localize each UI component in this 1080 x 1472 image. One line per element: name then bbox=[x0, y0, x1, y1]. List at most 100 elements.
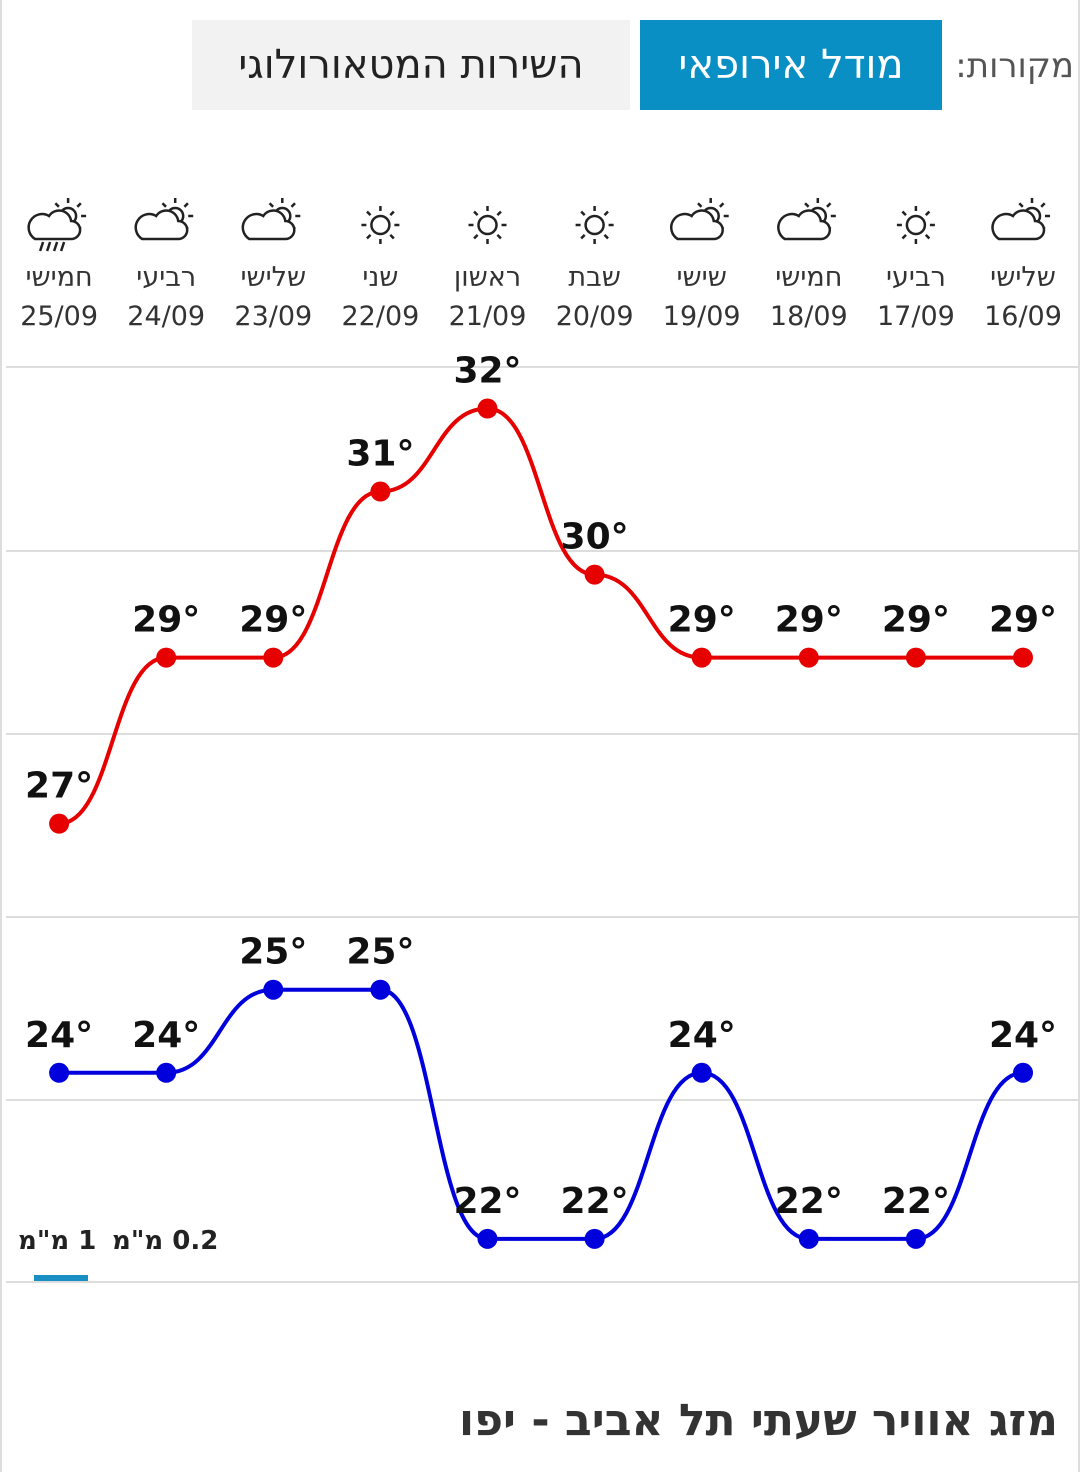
source-tab[interactable]: השירות המטאורולוגי bbox=[192, 20, 630, 110]
temp-label: 22° bbox=[775, 1181, 843, 1222]
chart: שלישי 16/09 רביעי 17/09 חמישי 18/09 שישי 19/09 ש… bbox=[6, 198, 1078, 1283]
weather-icon bbox=[777, 198, 836, 241]
temp-point bbox=[370, 481, 391, 502]
temp-point bbox=[905, 1228, 926, 1249]
day-label: שלישי bbox=[990, 262, 1056, 293]
precip-label: 1 מ"מ bbox=[18, 1226, 97, 1256]
weather-icon bbox=[670, 198, 729, 241]
icon-part bbox=[183, 202, 189, 208]
icon-part bbox=[389, 234, 395, 240]
icon-part bbox=[290, 202, 296, 208]
icon-part bbox=[924, 234, 931, 240]
temp-point bbox=[477, 1228, 498, 1249]
temp-label: 25° bbox=[239, 932, 307, 973]
date-label: 20/09 bbox=[556, 301, 634, 332]
grid-bands bbox=[6, 366, 1078, 1283]
icon-part bbox=[901, 234, 907, 240]
icon-part bbox=[241, 209, 296, 241]
temp-label: 24° bbox=[132, 1015, 200, 1056]
temp-label: 32° bbox=[453, 351, 521, 392]
temp-point bbox=[798, 1228, 819, 1249]
icon-part bbox=[584, 214, 605, 236]
date-label: 24/09 bbox=[127, 301, 205, 332]
day-label: ראשון bbox=[454, 262, 521, 293]
day-label: חמישי bbox=[775, 262, 842, 293]
icon-part bbox=[1040, 202, 1046, 208]
icon-part bbox=[719, 202, 725, 208]
temp-line bbox=[58, 406, 1023, 826]
temp-label: 27° bbox=[25, 766, 93, 807]
temp-point bbox=[691, 647, 712, 668]
icon-part bbox=[38, 241, 45, 252]
icon-part bbox=[924, 210, 931, 216]
weather-icon bbox=[134, 198, 194, 241]
icon-part bbox=[603, 234, 609, 240]
icon-part bbox=[826, 202, 832, 208]
date-label: 22/09 bbox=[341, 301, 419, 332]
icon-part bbox=[366, 234, 372, 240]
icon-part bbox=[1018, 202, 1024, 208]
temp-point bbox=[370, 979, 391, 1000]
icon-part bbox=[54, 202, 60, 208]
date-label: 16/09 bbox=[984, 301, 1062, 332]
weather-icon bbox=[361, 206, 400, 244]
temp-point bbox=[1013, 1062, 1033, 1083]
date-label: 19/09 bbox=[663, 301, 741, 332]
temp-label: 29° bbox=[239, 600, 307, 641]
icon-part bbox=[477, 214, 498, 236]
weather-icon bbox=[468, 206, 507, 244]
icon-part bbox=[366, 210, 372, 216]
date-label: 23/09 bbox=[234, 301, 312, 332]
date-label: 17/09 bbox=[877, 301, 955, 332]
temp-label: 22° bbox=[882, 1181, 950, 1222]
temp-point bbox=[584, 1228, 605, 1249]
weather-icon bbox=[27, 198, 87, 252]
weather-icon bbox=[575, 206, 614, 244]
icon-part bbox=[496, 210, 502, 216]
temp-point bbox=[156, 1062, 177, 1083]
temp-label: 29° bbox=[989, 600, 1057, 641]
temp-label: 31° bbox=[346, 434, 414, 475]
icon-part bbox=[901, 210, 907, 216]
day-label: רביעי bbox=[886, 262, 946, 293]
temp-label: 29° bbox=[882, 600, 950, 641]
temp-label: 29° bbox=[132, 600, 200, 641]
icon-part bbox=[52, 241, 59, 252]
temp-line bbox=[59, 987, 1024, 1241]
day-label: רביעי bbox=[136, 262, 196, 293]
date-label: 21/09 bbox=[449, 301, 527, 332]
icon-part bbox=[389, 210, 395, 216]
temp-point bbox=[905, 647, 926, 668]
temp-label: 25° bbox=[346, 932, 414, 973]
icon-part bbox=[905, 214, 927, 236]
temp-label: 29° bbox=[775, 600, 843, 641]
page-title: מזג אוויר שעתי תל אביב - יפו bbox=[459, 1395, 1058, 1446]
source-tab[interactable]: מודל אירופאי bbox=[640, 20, 942, 110]
sources-label: מקורות: bbox=[955, 46, 1074, 86]
icon-part bbox=[670, 209, 724, 241]
icon-part bbox=[473, 210, 479, 216]
temp-point bbox=[584, 564, 605, 585]
temp-point bbox=[1013, 647, 1033, 668]
day-label: שני bbox=[362, 262, 398, 293]
temp-label: 22° bbox=[561, 1181, 629, 1222]
day-label: שבת bbox=[568, 262, 620, 293]
date-label: 25/09 bbox=[20, 301, 98, 332]
icon-part bbox=[804, 202, 810, 208]
temp-point bbox=[477, 398, 498, 419]
temp-label: 24° bbox=[25, 1015, 93, 1056]
icon-part bbox=[134, 209, 189, 241]
icon-part bbox=[45, 241, 52, 252]
weather-icon bbox=[241, 198, 301, 241]
temp-point bbox=[798, 647, 819, 668]
icon-part bbox=[161, 202, 167, 208]
temp-label: 22° bbox=[453, 1181, 521, 1222]
icon-part bbox=[777, 209, 832, 241]
icon-part bbox=[27, 209, 82, 241]
day-label: חמישי bbox=[26, 262, 93, 293]
temp-point bbox=[263, 647, 284, 668]
date-label: 18/09 bbox=[770, 301, 848, 332]
precip-label: 0.2 מ"מ bbox=[112, 1226, 219, 1256]
temp-point bbox=[49, 813, 70, 834]
